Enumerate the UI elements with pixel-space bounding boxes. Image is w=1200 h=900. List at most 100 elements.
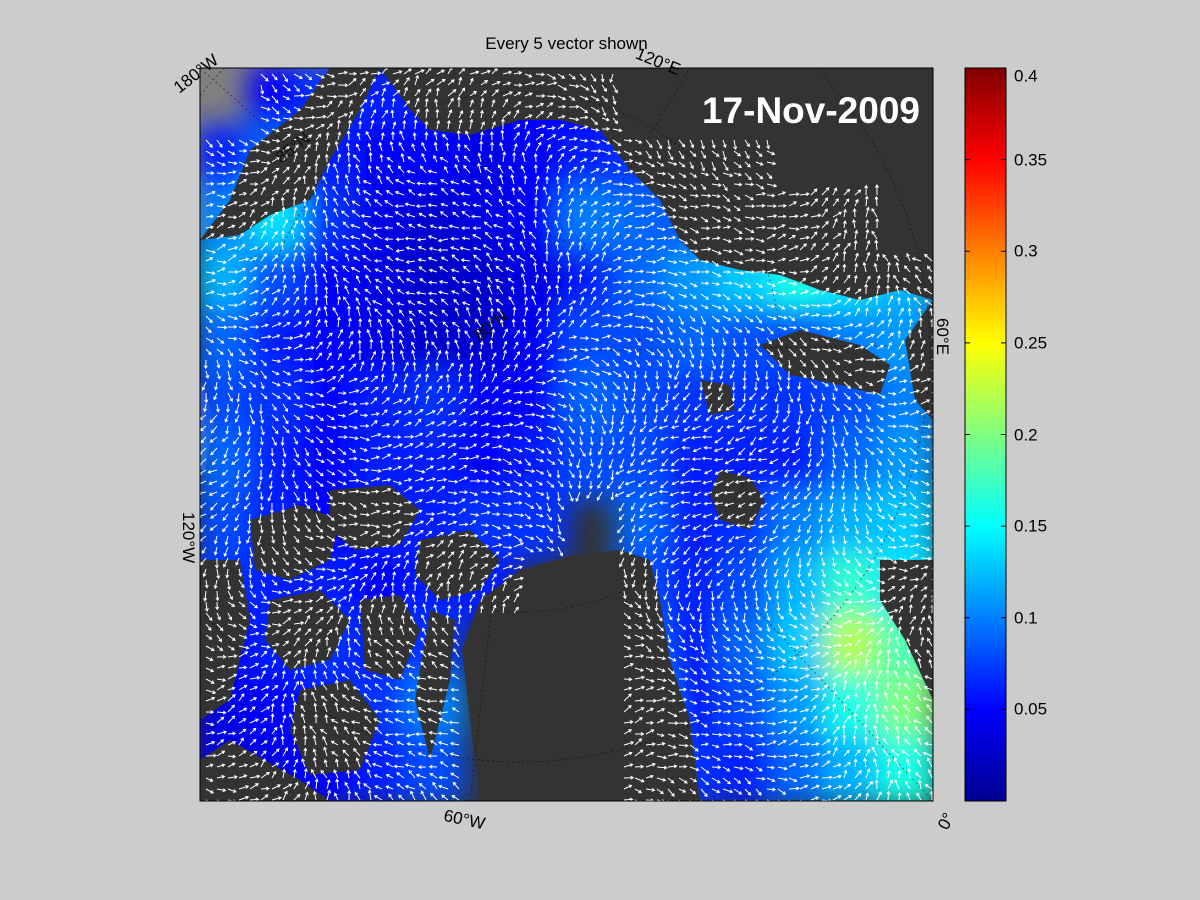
- vector-arrow: [216, 304, 225, 310]
- vector-arrow: [579, 125, 589, 130]
- vector-arrow: [392, 571, 397, 581]
- vector-arrow: [348, 522, 359, 526]
- vector-arrow: [332, 231, 339, 240]
- vector-arrow: [773, 425, 779, 433]
- vector-arrow: [405, 213, 416, 218]
- vector-arrow: [403, 77, 410, 86]
- vector-arrow: [707, 579, 713, 589]
- vector-arrow: [513, 458, 523, 464]
- vector-arrow: [799, 235, 810, 240]
- vector-arrow: [724, 458, 735, 465]
- vector-arrow: [694, 568, 702, 577]
- vector-arrow: [513, 535, 523, 542]
- vector-arrow: [920, 556, 932, 561]
- vector-arrow: [770, 546, 779, 553]
- vector-arrow: [315, 648, 320, 658]
- vector-arrow: [348, 583, 355, 592]
- vector-arrow: [556, 274, 561, 284]
- vector-arrow: [678, 260, 689, 265]
- vector-arrow: [238, 288, 248, 295]
- vector-arrow: [396, 289, 405, 295]
- vector-arrow: [821, 348, 833, 353]
- vector-arrow: [321, 243, 328, 251]
- vector-arrow: [227, 170, 237, 175]
- vector-arrow: [865, 251, 871, 262]
- vector-arrow: [425, 530, 433, 537]
- vector-arrow: [491, 80, 501, 86]
- vector-arrow: [293, 414, 301, 421]
- vector-arrow: [810, 664, 821, 669]
- vector-arrow: [249, 370, 259, 376]
- vector-arrow: [260, 631, 269, 636]
- vector-arrow: [271, 95, 279, 104]
- vector-arrow: [568, 367, 578, 372]
- vector-arrow: [513, 592, 520, 603]
- vector-arrow: [656, 697, 667, 702]
- vector-arrow: [502, 411, 512, 416]
- vector-arrow: [903, 695, 911, 702]
- vector-arrow: [742, 381, 747, 390]
- vector-arrow: [249, 686, 259, 691]
- vector-arrow: [335, 174, 340, 185]
- vector-arrow: [716, 579, 724, 587]
- vector-arrow: [359, 573, 369, 581]
- vector-arrow: [321, 659, 328, 669]
- vector-arrow: [227, 315, 239, 321]
- vector-arrow: [886, 648, 891, 658]
- vector-arrow: [524, 491, 531, 498]
- vector-arrow: [915, 274, 922, 284]
- vector-arrow: [916, 682, 922, 691]
- field-cell: [510, 186, 571, 256]
- vector-arrow: [821, 568, 826, 578]
- vector-arrow: [766, 139, 771, 150]
- vector-arrow: [777, 304, 786, 310]
- vector-arrow: [678, 337, 684, 347]
- vector-arrow: [447, 79, 455, 86]
- vector-arrow: [200, 480, 207, 486]
- vector-arrow: [403, 110, 408, 119]
- vector-arrow: [755, 161, 764, 166]
- vector-arrow: [854, 628, 863, 636]
- vector-arrow: [676, 612, 681, 623]
- vector-arrow: [700, 370, 705, 380]
- vector-arrow: [421, 141, 427, 152]
- vector-arrow: [469, 70, 480, 75]
- vector-arrow: [843, 608, 855, 614]
- vector-arrow: [832, 300, 842, 306]
- vector-arrow: [375, 190, 383, 196]
- vector-arrow: [865, 621, 876, 626]
- vector-arrow: [670, 458, 680, 467]
- vector-arrow: [447, 452, 457, 460]
- vector-arrow: [249, 337, 260, 343]
- vector-arrow: [601, 139, 611, 145]
- vector-arrow: [370, 595, 377, 603]
- vector-arrow: [348, 377, 358, 383]
- vector-arrow: [513, 513, 525, 518]
- vector-arrow: [303, 283, 308, 295]
- vector-arrow: [854, 229, 859, 240]
- vector-arrow: [689, 282, 698, 288]
- vector-arrow: [324, 153, 329, 163]
- vector-arrow: [491, 573, 497, 581]
- vector-arrow: [579, 381, 589, 386]
- vector-arrow: [722, 216, 732, 222]
- vector-arrow: [491, 121, 496, 130]
- vector-arrow: [491, 543, 503, 548]
- vector-arrow: [393, 698, 405, 703]
- vector-arrow: [370, 397, 378, 405]
- vector-arrow: [533, 219, 538, 229]
- vector-arrow: [282, 628, 292, 636]
- vector-arrow: [348, 605, 355, 614]
- vector-arrow: [390, 327, 395, 339]
- vector-arrow: [755, 258, 766, 263]
- vector-arrow: [367, 142, 372, 152]
- vector-arrow: [520, 263, 526, 273]
- vector-arrow: [524, 366, 532, 372]
- vector-arrow: [344, 184, 350, 196]
- vector-arrow: [788, 290, 797, 295]
- vector-arrow: [245, 447, 251, 457]
- vector-arrow: [227, 303, 239, 308]
- vector-arrow: [733, 205, 741, 212]
- vector-arrow: [271, 190, 279, 196]
- vector-arrow: [348, 436, 359, 441]
